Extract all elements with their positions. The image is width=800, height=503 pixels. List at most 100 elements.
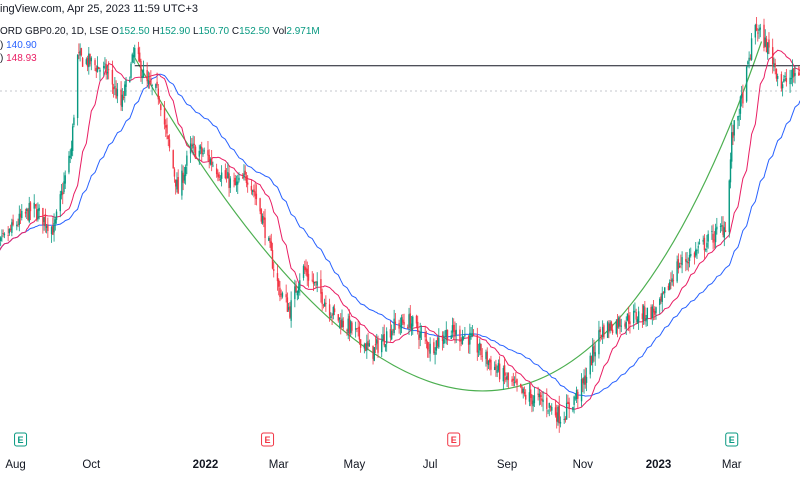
candle-body <box>138 52 141 62</box>
candle-body <box>651 306 654 319</box>
candle-body <box>156 81 158 86</box>
candle-body <box>157 88 160 100</box>
candle-body <box>37 209 39 220</box>
earnings-badge-icon[interactable]: E <box>261 432 275 447</box>
candle-body <box>635 312 637 320</box>
candle-body <box>35 209 38 220</box>
candle-body <box>502 368 505 382</box>
svg-text:E: E <box>265 435 271 445</box>
x-axis-tick-label: Mar <box>269 459 289 471</box>
candle-body <box>637 311 640 322</box>
candle-body <box>215 168 218 175</box>
candle-body <box>533 395 536 404</box>
candle-body <box>438 337 440 348</box>
candle-body <box>443 339 445 344</box>
candle-body <box>767 42 769 54</box>
candle-body <box>337 314 339 321</box>
candle-body <box>12 219 14 225</box>
candle-body <box>3 233 6 236</box>
candle-body <box>549 405 552 408</box>
earnings-badge-icon[interactable]: E <box>14 432 28 447</box>
candle-body <box>69 155 71 159</box>
candle-body <box>27 209 29 220</box>
candle-body <box>81 57 84 67</box>
candle-body <box>366 342 368 351</box>
candle-body <box>676 261 678 282</box>
ma-fast-legend[interactable]: ) 148.93 <box>0 53 37 64</box>
candle-body <box>183 174 186 181</box>
candle-body <box>668 282 671 290</box>
candle-body <box>659 298 661 306</box>
candle-body <box>687 262 689 264</box>
candle-body <box>574 397 577 399</box>
candle-body <box>45 226 48 228</box>
x-axis-tick-label: Nov <box>573 459 594 471</box>
candle-body <box>793 68 795 77</box>
candle-body <box>511 379 513 382</box>
candle-body <box>78 52 80 54</box>
candle-body <box>444 336 446 338</box>
candle-body <box>134 47 136 58</box>
candle-body <box>768 39 770 48</box>
candle-body <box>50 227 53 235</box>
candle-body <box>740 93 743 98</box>
earnings-badge-icon[interactable]: E <box>725 432 739 447</box>
candle-body <box>641 313 644 320</box>
candle-body <box>55 211 58 220</box>
candle-body <box>664 287 666 294</box>
candle-body <box>759 27 761 30</box>
symbol-text: ORD GBP0.20, 1D, LSE <box>0 26 109 37</box>
candle-body <box>402 319 404 323</box>
high-value: 152.90 <box>159 26 191 37</box>
candle-body <box>96 65 99 72</box>
candle-body <box>330 316 332 319</box>
candle-body <box>765 38 768 53</box>
candle-body <box>199 146 202 149</box>
candle-body <box>167 135 169 140</box>
candle-body <box>141 75 143 78</box>
candle-body <box>497 363 500 371</box>
candle-body <box>645 318 647 322</box>
candle-body <box>305 267 307 272</box>
candle-body <box>364 344 367 351</box>
candle-body <box>589 355 591 375</box>
candle-body <box>302 265 305 278</box>
candle-body <box>563 419 565 420</box>
candle-body <box>194 146 197 159</box>
candle-body <box>88 53 90 68</box>
candle-body <box>703 237 706 251</box>
candle-body <box>412 316 414 327</box>
candle-body <box>696 250 698 252</box>
candle-body <box>686 260 688 263</box>
candle-body <box>243 173 245 178</box>
candle-body <box>584 375 586 385</box>
candle-body <box>320 279 322 294</box>
candle-body <box>287 307 290 310</box>
candle-body <box>333 308 336 313</box>
candle-body <box>522 388 524 393</box>
candle-body <box>577 391 579 399</box>
candle-body <box>294 286 296 300</box>
candle-body <box>615 320 618 334</box>
candle-body <box>24 211 27 214</box>
ma-slow-legend[interactable]: ) 140.90 <box>0 40 37 51</box>
candle-body <box>429 343 431 354</box>
candle-body <box>671 278 673 283</box>
candle-body <box>600 335 603 337</box>
candle-body <box>281 293 284 297</box>
candle-body <box>160 104 162 111</box>
candle-body <box>585 376 588 383</box>
earnings-badge-icon[interactable]: E <box>447 432 461 447</box>
candle-body <box>212 165 214 167</box>
candle-body <box>420 332 423 333</box>
candle-body <box>150 78 152 84</box>
candle-body <box>781 84 784 89</box>
candle-body <box>314 281 316 283</box>
candle-body <box>106 71 109 74</box>
candle-body <box>538 393 541 398</box>
candle-body <box>104 63 106 65</box>
candle-body <box>163 108 166 125</box>
svg-text:E: E <box>18 435 24 445</box>
candle-body <box>148 80 151 82</box>
